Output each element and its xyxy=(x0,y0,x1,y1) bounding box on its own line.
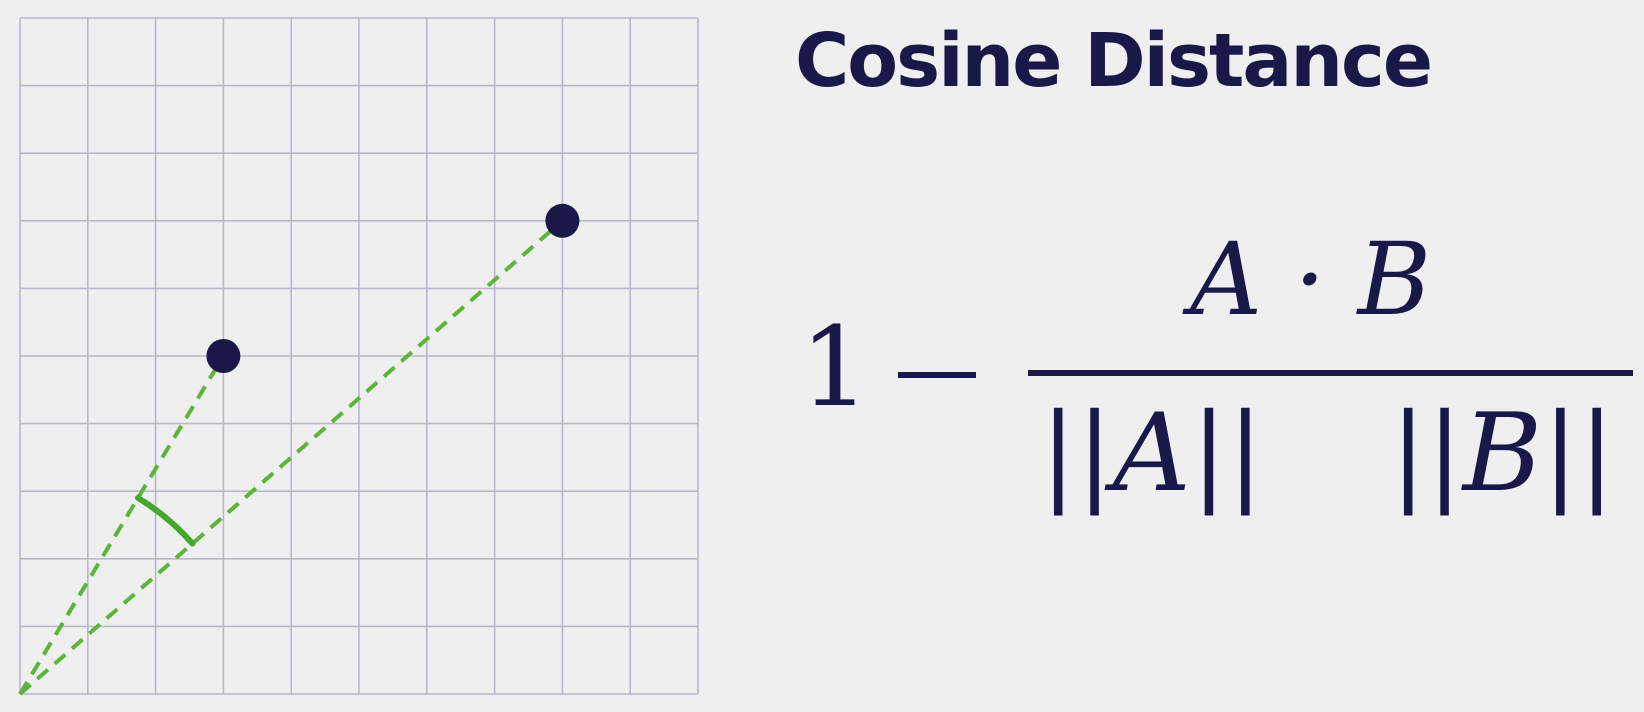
formula-minus-sign xyxy=(898,372,976,378)
vector-a-line xyxy=(18,354,226,696)
formula-norm-a: ||A|| xyxy=(1040,391,1264,516)
vectors xyxy=(18,219,564,696)
page-title: Cosine Distance xyxy=(795,18,1433,104)
point-b xyxy=(545,203,580,238)
formula-one: 1 xyxy=(800,303,870,431)
formula-norm-b: ||B|| xyxy=(1390,391,1615,516)
vector-grid-diagram xyxy=(18,17,699,696)
formula-numerator: A · B xyxy=(1190,221,1432,338)
point-a xyxy=(206,339,241,373)
grid xyxy=(19,17,699,695)
vector-b-line xyxy=(18,219,564,696)
formula-fraction-bar xyxy=(1028,370,1633,376)
angle-arc xyxy=(134,494,196,547)
